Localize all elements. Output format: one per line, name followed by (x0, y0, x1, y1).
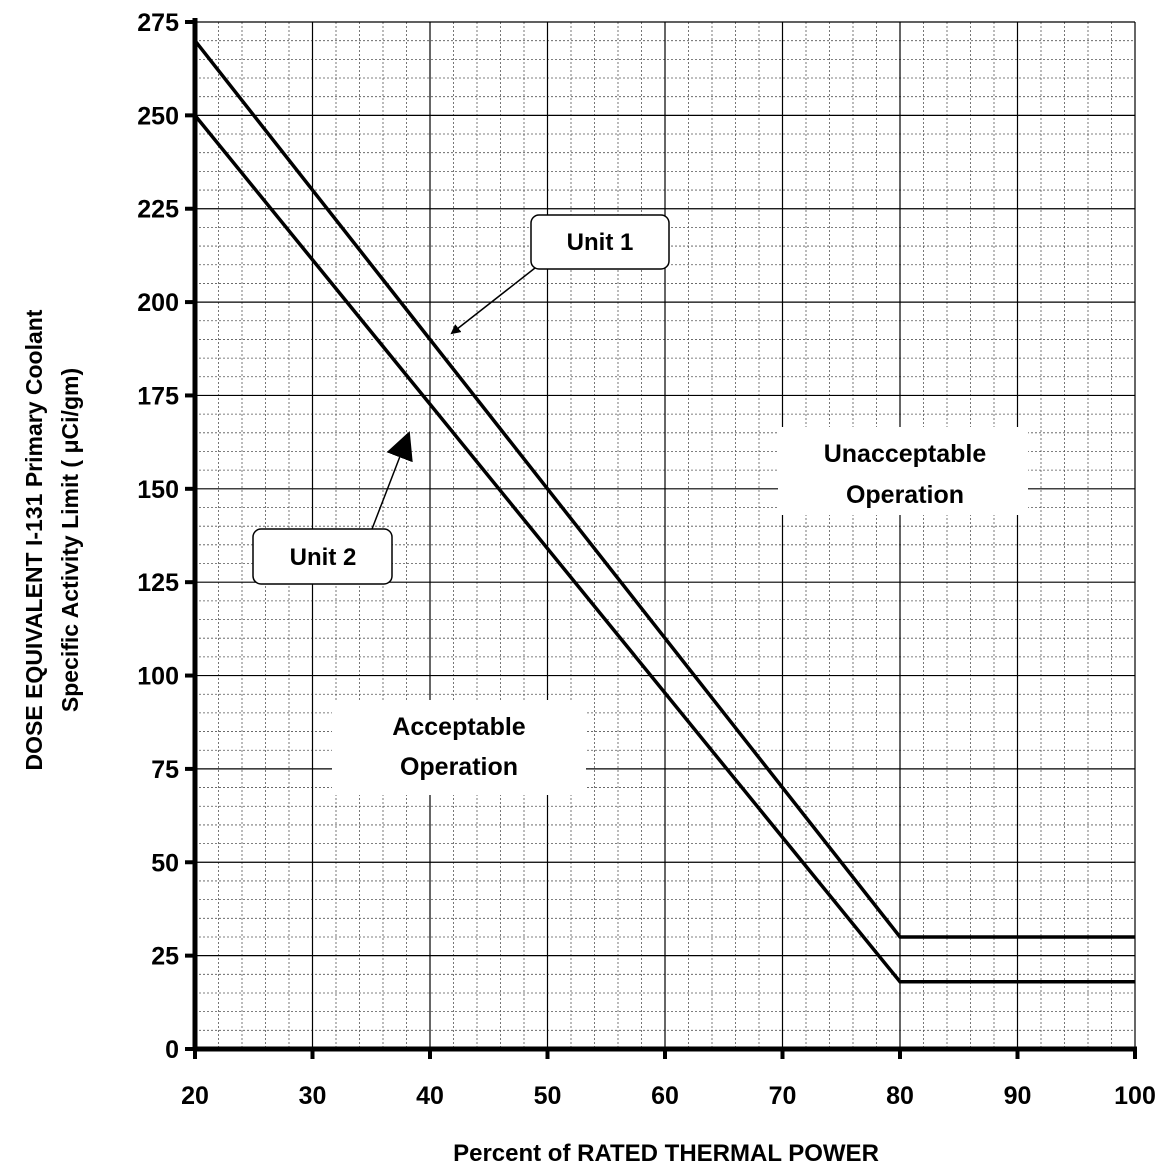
y-axis-title-line1: DOSE EQUIVALENT I-131 Primary Coolant (21, 309, 47, 770)
y-tick-label: 50 (151, 849, 179, 877)
unit2-callout-box (252, 528, 393, 585)
unit1-callout: Unit 1 (450, 214, 670, 335)
x-tick-labels: 20 30 40 50 60 70 80 90 100 (181, 1082, 1156, 1110)
series-lines (193, 39, 1135, 984)
x-tick-label: 70 (769, 1082, 797, 1110)
series-line-unit-1 (193, 39, 1135, 939)
unacceptable-label-line1: Unacceptable (824, 440, 987, 468)
unit1-arrow (450, 267, 536, 335)
acceptable-label-line2: Operation (400, 753, 518, 781)
unacceptable-label-line2: Operation (846, 481, 964, 509)
unit1-callout-box (530, 214, 670, 270)
y-tick-label: 75 (151, 756, 179, 784)
unit2-callout: Unit 2 (252, 431, 413, 585)
x-axis-title: Percent of RATED THERMAL POWER (453, 1140, 879, 1167)
x-tick-label: 50 (534, 1082, 562, 1110)
y-axis-title: DOSE EQUIVALENT I-131 Primary Coolant Sp… (21, 309, 83, 770)
y-tick-label: 125 (137, 569, 179, 597)
unacceptable-label-background (778, 427, 1028, 515)
acceptable-label-line1: Acceptable (392, 713, 525, 741)
x-tick-label: 60 (651, 1082, 679, 1110)
acceptable-label-background (332, 700, 586, 795)
x-tick-label: 30 (299, 1082, 327, 1110)
y-tick-label: 225 (137, 196, 179, 224)
unit2-callout-label: Unit 2 (290, 544, 357, 571)
y-tick-label: 0 (165, 1036, 179, 1064)
y-tick-label: 175 (137, 382, 179, 410)
x-tick-label: 90 (1004, 1082, 1032, 1110)
y-tick-label: 275 (137, 9, 179, 37)
acceptable-region-label: Acceptable Operation (332, 700, 586, 795)
y-axis-title-line2: Specific Activity Limit ( μCi/gm) (57, 368, 83, 712)
x-tick-label: 80 (886, 1082, 914, 1110)
unacceptable-region-label: Unacceptable Operation (778, 427, 1028, 515)
x-tick-label: 20 (181, 1082, 209, 1110)
y-tick-labels: 0 25 50 75 100 125 150 175 200 225 250 275 (137, 9, 179, 1064)
y-tick-label: 25 (151, 943, 179, 971)
x-tick-label: 100 (1114, 1082, 1156, 1110)
major-grid (195, 21, 1136, 1049)
series-line-unit-2 (193, 114, 1135, 984)
x-tick-label: 40 (416, 1082, 444, 1110)
y-tick-label: 200 (137, 289, 179, 317)
y-tick-label: 250 (137, 102, 179, 130)
y-tick-label: 100 (137, 663, 179, 691)
y-tick-label: 150 (137, 476, 179, 504)
axes (185, 18, 1137, 1059)
unit2-arrow (371, 431, 413, 530)
unit1-callout-label: Unit 1 (567, 229, 634, 256)
